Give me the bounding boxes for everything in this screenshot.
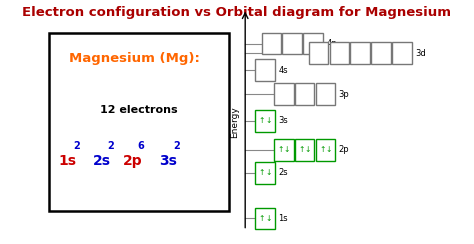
Text: ↑: ↑ bbox=[298, 145, 304, 154]
Text: ↓: ↓ bbox=[284, 145, 290, 154]
Text: 1s: 1s bbox=[59, 154, 77, 168]
Text: Electron configuration vs Orbital diagram for Magnesium: Electron configuration vs Orbital diagra… bbox=[22, 6, 452, 19]
Text: 2: 2 bbox=[73, 141, 80, 151]
Bar bbox=[303, 33, 323, 54]
Text: 2p: 2p bbox=[123, 154, 143, 168]
Text: ↓: ↓ bbox=[305, 145, 311, 154]
Text: ↓: ↓ bbox=[265, 214, 272, 223]
Text: 2: 2 bbox=[173, 141, 180, 151]
Text: 2s: 2s bbox=[278, 168, 288, 177]
Text: ↑: ↑ bbox=[259, 116, 265, 125]
Text: 1s: 1s bbox=[278, 214, 288, 223]
Text: 3s: 3s bbox=[159, 154, 177, 168]
Bar bbox=[295, 83, 314, 105]
Text: 6: 6 bbox=[137, 141, 144, 151]
Bar bbox=[262, 33, 281, 54]
Bar bbox=[316, 83, 335, 105]
Bar bbox=[255, 59, 275, 81]
Bar bbox=[392, 42, 412, 64]
Bar bbox=[274, 139, 293, 161]
Text: 3d: 3d bbox=[415, 49, 426, 58]
Bar bbox=[309, 42, 328, 64]
Text: ↑: ↑ bbox=[259, 214, 265, 223]
Text: Magnesium (Mg):: Magnesium (Mg): bbox=[69, 52, 200, 65]
Text: Energy: Energy bbox=[230, 106, 239, 138]
Bar bbox=[49, 33, 229, 211]
Text: 2p: 2p bbox=[338, 145, 349, 154]
Bar bbox=[295, 139, 314, 161]
Bar bbox=[274, 83, 293, 105]
Text: ↓: ↓ bbox=[265, 168, 272, 177]
Bar bbox=[255, 208, 275, 229]
Text: ↑: ↑ bbox=[259, 168, 265, 177]
Bar bbox=[283, 33, 302, 54]
Bar bbox=[329, 42, 349, 64]
Text: ↑: ↑ bbox=[277, 145, 283, 154]
Text: ↑: ↑ bbox=[319, 145, 325, 154]
Text: 3p: 3p bbox=[338, 90, 349, 99]
Text: 2: 2 bbox=[107, 141, 113, 151]
Bar bbox=[350, 42, 370, 64]
Text: 4p: 4p bbox=[326, 39, 337, 48]
Bar bbox=[371, 42, 391, 64]
Bar bbox=[255, 162, 275, 183]
Text: ↓: ↓ bbox=[326, 145, 332, 154]
Text: 12 electrons: 12 electrons bbox=[100, 105, 178, 115]
Text: 2s: 2s bbox=[93, 154, 111, 168]
Bar bbox=[255, 110, 275, 132]
Bar bbox=[316, 139, 335, 161]
Text: ↓: ↓ bbox=[265, 116, 272, 125]
Text: 3s: 3s bbox=[278, 116, 288, 125]
Text: 4s: 4s bbox=[278, 66, 288, 75]
